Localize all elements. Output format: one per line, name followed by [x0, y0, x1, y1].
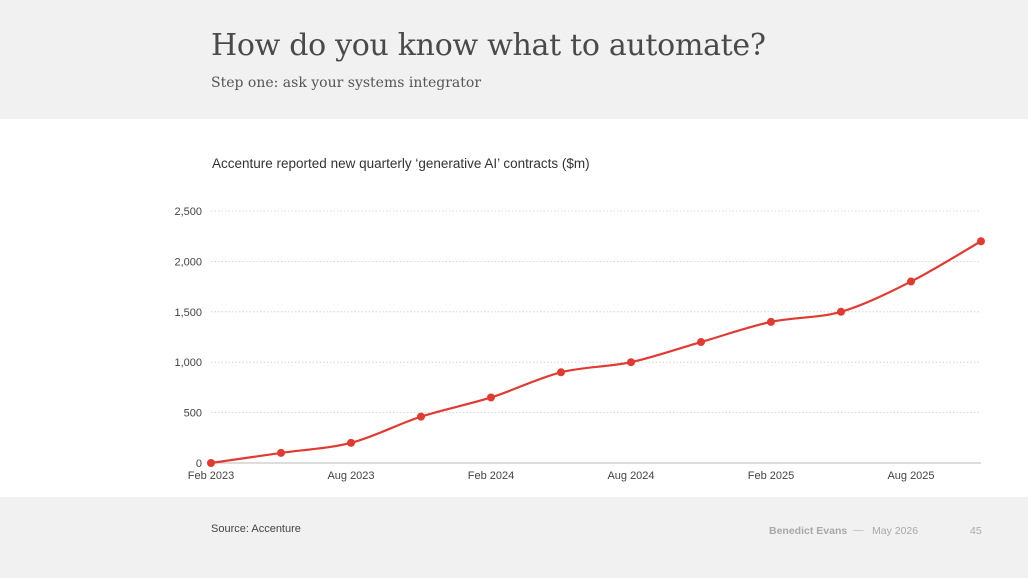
- data-point: [417, 412, 425, 421]
- y-tick-label: 500: [184, 408, 202, 420]
- footer-date: May 2026: [872, 525, 919, 537]
- data-point: [277, 448, 285, 457]
- data-point: [557, 368, 565, 377]
- y-tick-label: 2,000: [174, 256, 202, 268]
- data-point: [977, 237, 985, 246]
- y-tick-label: 1,500: [174, 307, 202, 319]
- footer-band: [0, 497, 1028, 578]
- slide-subtitle: Step one: ask your systems integrator: [211, 75, 482, 91]
- series-line: [209, 240, 983, 465]
- header-band: [0, 0, 1028, 119]
- author-name: Benedict Evans: [769, 525, 848, 537]
- y-tick-label: 2,500: [174, 206, 202, 218]
- chart-title: Accenture reported new quarterly ‘genera…: [212, 156, 590, 171]
- y-tick-label: 1,000: [174, 357, 202, 369]
- x-tick-label: Aug 2024: [607, 470, 654, 482]
- data-point: [767, 317, 775, 326]
- page-number: 45: [970, 525, 982, 537]
- data-point: [347, 438, 355, 447]
- source-note: Source: Accenture: [211, 523, 301, 535]
- data-point: [487, 393, 495, 402]
- x-tick-label: Feb 2025: [748, 470, 794, 482]
- slide-title: How do you know what to automate?: [211, 28, 766, 63]
- footer-separator: —: [853, 524, 864, 536]
- x-tick-label: Aug 2025: [887, 470, 934, 482]
- data-point: [207, 459, 215, 467]
- x-tick-label: Feb 2024: [468, 470, 514, 482]
- data-point: [907, 277, 915, 286]
- x-tick-label: Aug 2023: [327, 470, 374, 482]
- x-tick-label: Feb 2023: [188, 470, 234, 482]
- data-point: [627, 358, 635, 367]
- y-tick-label: 0: [196, 458, 202, 470]
- data-point: [697, 338, 705, 347]
- data-point: [837, 307, 845, 316]
